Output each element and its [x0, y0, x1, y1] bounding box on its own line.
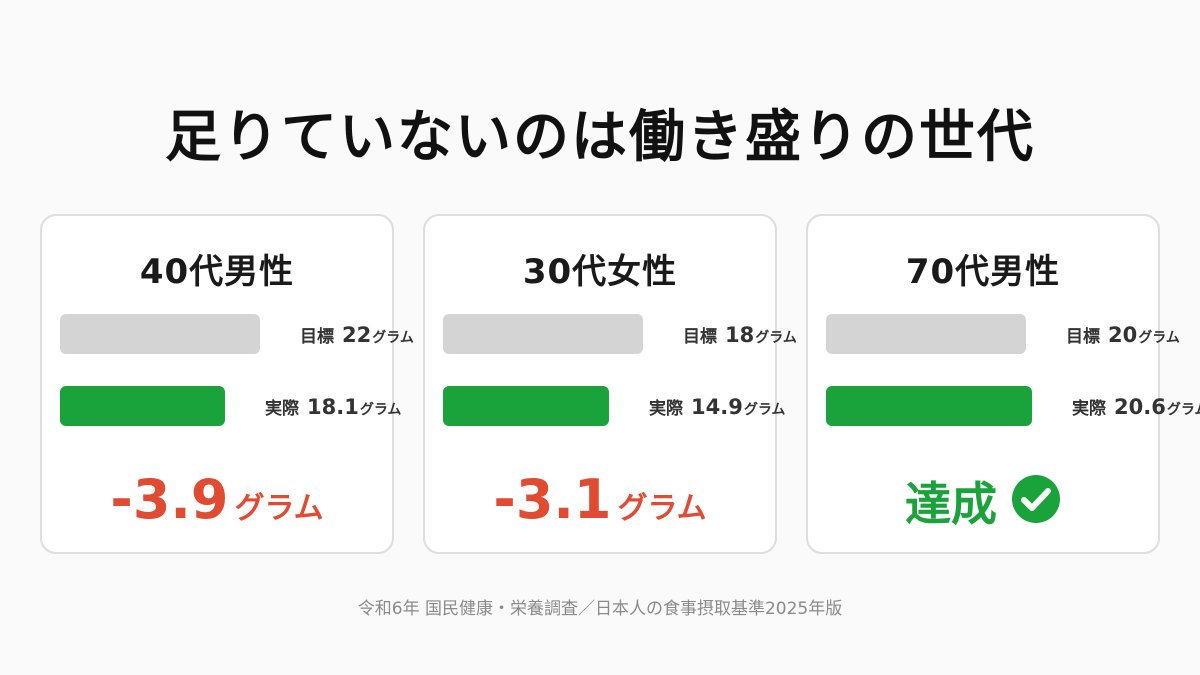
target-value: 18 [725, 323, 755, 347]
actual-label: 実際 18.1グラム [265, 394, 401, 419]
target-label-name: 目標 [1066, 327, 1100, 347]
target-unit: グラム [1138, 330, 1180, 346]
shortfall-unit: グラム [234, 491, 324, 526]
chart-card-30s-female: 30代女性 目標 18グラム 実際 14.9グラム -3.1 グラム [423, 214, 797, 554]
actual-label-name: 実際 [265, 399, 299, 419]
page-title: 足りていないのは働き盛りの世代 [165, 105, 1035, 170]
actual-bar [443, 386, 609, 426]
shortfall-result: -3.1 グラム [425, 468, 775, 531]
card-title: 70代男性 [905, 252, 1061, 292]
target-bar [443, 314, 643, 354]
shortfall-value: -3.1 [493, 468, 612, 531]
target-label: 目標 18グラム [683, 322, 797, 347]
target-bar [60, 314, 260, 354]
achieved-text: 達成 [905, 477, 997, 531]
target-label-name: 目標 [300, 327, 334, 347]
shortfall-value: -3.9 [110, 468, 229, 531]
check-circle-icon [1011, 474, 1061, 528]
actual-bar [60, 386, 225, 426]
actual-unit: グラム [743, 402, 786, 418]
actual-bar [826, 386, 1032, 426]
shortfall-unit: グラム [617, 491, 707, 526]
actual-label-name: 実際 [649, 399, 683, 419]
actual-unit: グラム [1166, 402, 1200, 418]
target-label-name: 目標 [683, 327, 717, 347]
shortfall-result: -3.9 グラム [42, 468, 392, 531]
card-title: 40代男性 [139, 252, 295, 292]
target-bar [826, 314, 1026, 354]
actual-label-name: 実際 [1072, 399, 1106, 419]
actual-value: 14.9 [691, 395, 743, 419]
card-title: 30代女性 [522, 252, 678, 292]
target-unit: グラム [755, 330, 797, 346]
target-unit: グラム [372, 330, 414, 346]
actual-label: 実際 14.9グラム [649, 394, 785, 419]
achieved-result: 達成 [808, 468, 1158, 534]
actual-value: 20.6 [1114, 395, 1166, 419]
target-value: 22 [342, 323, 372, 347]
chart-card-40s-male: 40代男性 目標 22グラム 実際 18.1グラム -3.9 グラム [40, 214, 414, 554]
target-value: 20 [1108, 323, 1138, 347]
actual-value: 18.1 [307, 395, 359, 419]
source-note: 令和6年 国民健康・栄養調査／日本人の食事摂取基準2025年版 [357, 599, 843, 619]
target-label: 目標 22グラム [300, 322, 414, 347]
actual-unit: グラム [359, 402, 402, 418]
actual-label: 実際 20.6グラム [1072, 394, 1200, 419]
target-label: 目標 20グラム [1066, 322, 1180, 347]
